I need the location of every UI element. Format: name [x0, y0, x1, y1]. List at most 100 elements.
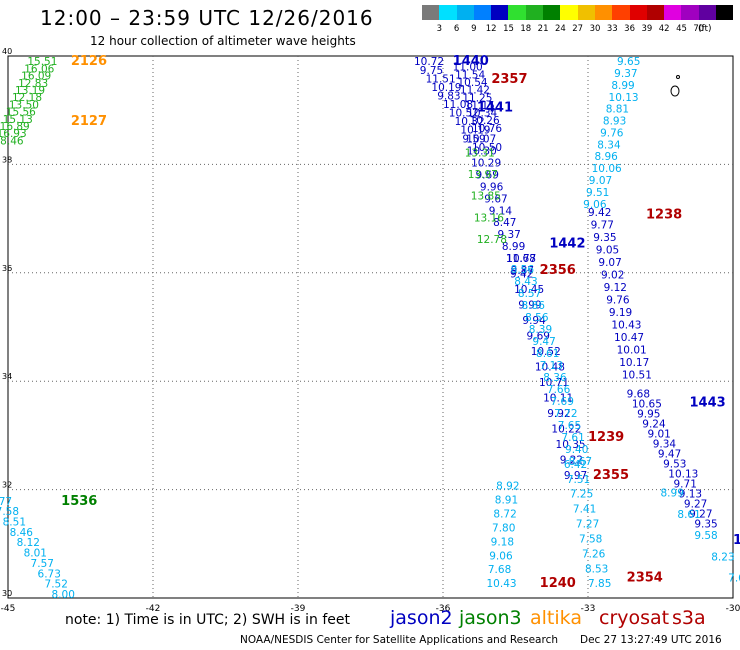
- swh-value-label: 9.42: [510, 268, 533, 280]
- colorbar-tick-label: 9: [471, 24, 477, 34]
- swh-value-label: 13.19: [15, 85, 45, 97]
- colorbar-tick-label: 6: [453, 24, 460, 34]
- y-tick-label: 32: [2, 481, 12, 490]
- x-tick-label: -30: [726, 604, 740, 614]
- swh-value-label: 10.19: [431, 82, 461, 94]
- legend-s3a: s3a: [672, 607, 706, 629]
- swh-value-label: 10.65: [632, 398, 662, 410]
- swh-value-label: 9.34: [653, 438, 677, 450]
- colorbar-tick-label: 12: [485, 24, 497, 34]
- x-tick-label: -39: [291, 604, 306, 614]
- swh-value-label: 8.56: [511, 264, 535, 276]
- swh-value-label: 10.43: [487, 578, 517, 590]
- pass-time-label: 2127: [71, 114, 107, 129]
- swh-value-label: 8.61: [536, 348, 559, 360]
- pass-time-label: 2126: [71, 54, 107, 69]
- pass-time-label: 2355: [593, 468, 629, 483]
- swh-value-label: 10.54: [458, 77, 488, 89]
- swh-value-label: 9.92: [547, 408, 570, 420]
- swh-value-label: 9.19: [609, 307, 632, 319]
- swh-value-label: 7.25: [570, 489, 593, 501]
- swh-value-label: 8.96: [594, 151, 618, 163]
- swh-value-label: 9.47: [658, 448, 681, 460]
- swh-value-label: 9.37: [614, 68, 637, 80]
- colorbar-tick-label: 36: [624, 24, 636, 34]
- pass-time-label: 2354: [627, 571, 663, 586]
- swh-value-label: 15.56: [6, 107, 36, 119]
- swh-value-label: 9.67: [484, 193, 507, 205]
- swh-value-label: 9.96: [480, 181, 504, 193]
- swh-value-label: 12.83: [18, 78, 48, 90]
- swh-value-label: 7.41: [573, 504, 596, 516]
- swh-value-label: 13.16: [474, 212, 504, 224]
- colorbar-tick-label: 24: [554, 24, 566, 34]
- swh-value-label: 9.42: [588, 207, 611, 219]
- swh-value-label: 9.83: [437, 90, 460, 102]
- swh-value-label: 8.77: [0, 496, 12, 508]
- swh-value-label: 11.42: [460, 85, 490, 97]
- swh-value-label: 8.34: [597, 139, 621, 151]
- swh-value-label: 15.51: [27, 56, 57, 68]
- swh-value-label: 8.92: [496, 481, 519, 493]
- swh-value-label: 8.61: [677, 509, 700, 521]
- swh-value-label: 9.27: [684, 499, 707, 511]
- swh-value-label: 10.17: [619, 357, 649, 369]
- pass-time-label: 1440: [453, 54, 489, 69]
- swh-value-label: 8.47: [493, 217, 516, 229]
- y-tick-label: 34: [2, 372, 12, 381]
- legend-altika: altika: [530, 607, 582, 629]
- swh-value-label: 11.54: [455, 69, 485, 81]
- swh-value-label: 12.18: [12, 92, 42, 104]
- colorbar-swatch: [681, 5, 699, 20]
- colorbar-swatch: [508, 5, 526, 20]
- colorbar-tick-label: 39: [641, 24, 653, 34]
- swh-value-label: 8.81: [606, 104, 629, 116]
- swh-value-label: 9.69: [476, 169, 499, 181]
- swh-value-label: 10.32: [455, 116, 485, 128]
- swh-value-label: 10.51: [622, 369, 652, 381]
- page-title: 12:00 – 23:59 UTC 12/26/2016: [40, 6, 374, 30]
- swh-value-label: 16.09: [21, 71, 51, 83]
- pass-time-label: 1444: [733, 533, 740, 548]
- swh-value-label: 9.05: [596, 244, 619, 256]
- swh-value-label: 10.01: [617, 344, 647, 356]
- swh-value-label: 15.13: [3, 114, 33, 126]
- swh-value-label: 8.36: [543, 372, 567, 384]
- swh-value-label: 9.68: [627, 388, 650, 400]
- swh-value-label: 10.50: [472, 142, 502, 154]
- page-subtitle: 12 hour collection of altimeter wave hei…: [90, 34, 356, 48]
- swh-value-label: 9.58: [694, 530, 717, 542]
- swh-value-label: 9.12: [604, 282, 627, 294]
- pass-time-label: 2356: [540, 263, 576, 278]
- swh-value-label: 10.26: [470, 115, 500, 127]
- swh-value-label: 7.65: [558, 420, 581, 432]
- swh-value-label: 7.27: [576, 519, 599, 531]
- swh-value-label: 7.52: [45, 579, 68, 591]
- swh-value-label: 10.19: [460, 125, 490, 137]
- swh-value-label: 9.02: [601, 269, 624, 281]
- colorbar-swatch: [612, 5, 630, 20]
- swh-value-label: 13.97: [468, 169, 498, 181]
- swh-value-label: 12.78: [477, 234, 507, 246]
- island-marker: [676, 75, 680, 79]
- swh-value-label: 7.26: [582, 548, 606, 560]
- swh-value-label: 7.13: [540, 360, 563, 372]
- swh-value-label: 9.07: [598, 257, 621, 269]
- swh-value-label: 8.56: [525, 312, 549, 324]
- colorbar-swatch: [439, 5, 457, 20]
- swh-value-label: 9.53: [663, 459, 686, 471]
- swh-value-label: 9.94: [522, 315, 546, 327]
- swh-value-label: 9.71: [674, 479, 697, 491]
- swh-value-label: 9.07: [589, 175, 612, 187]
- colorbar-tick-label: 30: [589, 24, 601, 34]
- swh-value-label: 8.00: [52, 589, 75, 601]
- colorbar-swatch: [456, 5, 474, 20]
- swh-value-label: 8.46: [10, 527, 34, 539]
- swh-value-label: 9.76: [606, 294, 630, 306]
- swh-value-label: 9.40: [565, 444, 588, 456]
- swh-value-label: 8.91: [495, 495, 518, 507]
- pass-time-label: 1443: [690, 396, 726, 411]
- swh-value-label: 16.93: [0, 128, 27, 140]
- colorbar-tick-label: 27: [572, 24, 584, 34]
